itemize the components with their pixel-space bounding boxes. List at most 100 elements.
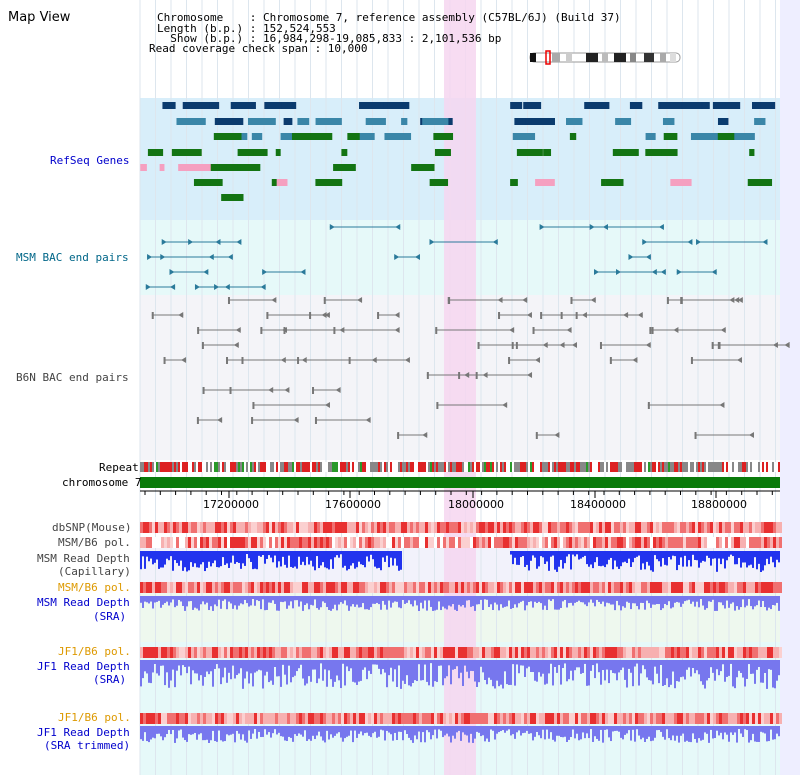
polymorphism-cell <box>257 713 260 724</box>
track-label-msm-b6-pol-2[interactable]: MSM/B6 pol. <box>58 581 131 594</box>
refseq-gene <box>315 118 342 125</box>
repeat-segment <box>670 462 672 472</box>
read-depth-bar <box>722 596 724 606</box>
ideogram-band <box>552 53 560 62</box>
read-depth-bar <box>656 726 658 731</box>
read-depth-bar <box>664 551 666 565</box>
repeat-segment <box>420 462 422 472</box>
track-label-dbsnp[interactable]: dbSNP(Mouse) <box>52 521 132 534</box>
read-depth-bar <box>340 551 342 555</box>
read-depth-bar <box>408 660 410 686</box>
track-label-refseq[interactable]: RefSeq Genes <box>50 154 130 167</box>
read-depth-bar <box>458 596 460 605</box>
repeat-segment <box>560 462 562 472</box>
polymorphism-cell <box>779 647 782 658</box>
polymorphism-cell <box>584 647 587 658</box>
read-depth-bar <box>778 596 780 611</box>
polymorphism-cell <box>545 522 548 533</box>
repeat-segment <box>392 462 394 472</box>
repeat-segment <box>414 462 416 472</box>
read-depth-bar <box>154 551 156 563</box>
read-depth-bar <box>628 726 630 731</box>
polymorphism-cell <box>464 522 467 533</box>
polymorphism-cell <box>755 522 758 533</box>
repeat-segment <box>642 462 644 472</box>
read-depth-bar <box>392 551 394 566</box>
read-depth-bar <box>254 596 256 606</box>
track-label-jf1-b6-pol-1[interactable]: JF1/B6 pol. <box>58 645 131 658</box>
polymorphism-cell <box>248 713 251 724</box>
read-depth-bar <box>712 596 714 600</box>
polymorphism-cell <box>281 582 284 593</box>
polymorphism-cell <box>287 647 290 658</box>
read-depth-bar <box>684 551 686 556</box>
repeat-segment <box>282 462 284 472</box>
track-label-msm-bac[interactable]: MSM BAC end pairs <box>16 251 129 264</box>
polymorphism-cell <box>311 537 314 548</box>
read-depth-bar <box>228 726 230 736</box>
repeat-segment <box>172 462 174 472</box>
polymorphism-cell <box>227 582 230 593</box>
read-depth-bar <box>590 551 592 565</box>
read-depth-bar <box>648 551 650 566</box>
read-depth-bar <box>320 551 322 566</box>
read-depth-bar <box>296 596 298 601</box>
read-depth-bar <box>512 726 514 735</box>
read-depth-bar <box>334 660 336 682</box>
read-depth-bar <box>612 551 614 570</box>
read-depth-bar <box>718 551 720 559</box>
read-depth-bar <box>224 726 226 742</box>
polymorphism-cell <box>359 522 362 533</box>
polymorphism-cell <box>437 522 440 533</box>
track-label-b6n-bac[interactable]: B6N BAC end pairs <box>16 371 129 384</box>
read-depth-bar <box>176 660 178 671</box>
b6n-bac-end <box>532 327 535 334</box>
refseq-gene <box>178 164 211 171</box>
read-depth-bar <box>188 726 190 735</box>
read-depth-bar <box>750 726 752 741</box>
read-depth-bar <box>512 596 514 609</box>
polymorphism-cell <box>296 537 299 548</box>
read-depth-bar <box>166 660 168 673</box>
polymorphism-cell <box>593 647 596 658</box>
repeat-segment <box>488 462 490 472</box>
track-label-jf1-b6-pol-2[interactable]: JF1/B6 pol. <box>58 711 131 724</box>
repeat-segment <box>496 462 498 472</box>
read-depth-bar <box>392 726 394 741</box>
repeat-segment <box>306 462 308 472</box>
polymorphism-cell <box>437 713 440 724</box>
axis-tick-label: 18800000 <box>691 498 747 511</box>
track-label-msm-read-depth-sra[interactable]: MSM Read Depth <box>37 596 130 609</box>
track-label-msm-b6-pol-1[interactable]: MSM/B6 pol. <box>58 536 131 549</box>
read-depth-bar <box>754 596 756 607</box>
polymorphism-cell <box>752 522 755 533</box>
repeat-segment <box>312 462 314 472</box>
read-depth-bar <box>156 551 158 560</box>
b6n-bac-end <box>511 342 514 349</box>
read-depth-bar <box>452 596 454 605</box>
repeat-segment <box>286 462 288 472</box>
polymorphism-cell <box>590 647 593 658</box>
read-depth-bar <box>644 660 646 670</box>
polymorphism-cell <box>455 522 458 533</box>
read-depth-bar <box>460 596 462 607</box>
read-depth-bar <box>726 551 728 561</box>
polymorphism-cell <box>209 647 212 658</box>
track-label-msm-read-depth-cap[interactable]: MSM Read Depth <box>37 552 130 565</box>
polymorphism-cell <box>668 582 671 593</box>
read-depth-bar <box>532 551 534 556</box>
read-depth-bar <box>412 596 414 607</box>
read-depth-bar <box>576 596 578 602</box>
polymorphism-cell <box>659 537 662 548</box>
read-depth-bar <box>768 551 770 565</box>
read-depth-bar <box>504 596 506 607</box>
read-depth-bar <box>770 551 772 557</box>
track-label-jf1-read-depth-sra[interactable]: JF1 Read Depth <box>37 660 130 673</box>
repeat-segment <box>182 462 184 472</box>
read-depth-bar <box>208 726 210 743</box>
polymorphism-cell <box>599 647 602 658</box>
track-label-jf1-read-depth-trim[interactable]: JF1 Read Depth <box>37 726 130 739</box>
read-depth-bar <box>658 660 660 684</box>
read-depth-bar <box>742 726 744 737</box>
